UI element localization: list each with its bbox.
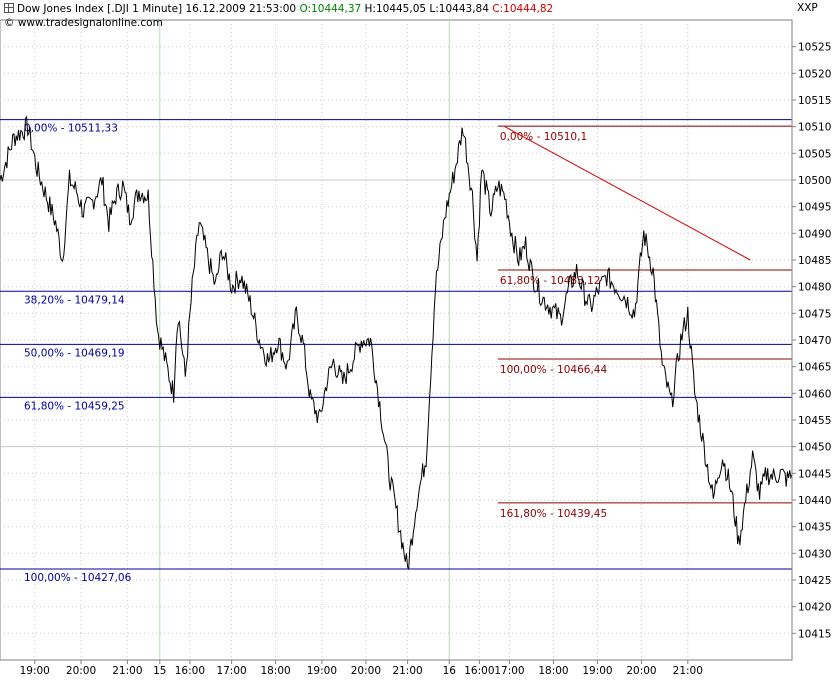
y-tick-label: 10485 (798, 255, 831, 267)
x-tick-label: 19:00 (20, 665, 50, 677)
axis-layer: 10415 10420 10425 10430 10435 10440 10445 10450… (0, 20, 831, 677)
fib-blue-label: 38,20% - 10479,14 (24, 294, 125, 306)
chart-header: Dow Jones Index [.DJI 1 Minute] 16.12.20… (0, 0, 792, 18)
trendline (504, 126, 751, 261)
y-tick-label: 10435 (798, 522, 831, 534)
price-layer (0, 115, 793, 571)
y-tick-label: 10510 (798, 122, 831, 134)
x-tick-label: 20:00 (626, 665, 656, 677)
y-tick-label: 10460 (798, 388, 831, 400)
x-tick-label: 19:00 (582, 665, 612, 677)
x-tick-label: 17:00 (494, 665, 524, 677)
x-tick-label: 19:00 (307, 665, 337, 677)
y-tick-label: 10480 (798, 282, 831, 294)
fib-blue-label: 61,80% - 10459,25 (24, 400, 125, 412)
y-tick-label: 10515 (798, 95, 831, 107)
x-tick-label: 15 (153, 665, 166, 677)
x-tick-label: 20:00 (351, 665, 381, 677)
fib-red-label: 0,00% - 10510,1 (500, 131, 587, 143)
fib-red-label: 161,80% - 10439,45 (500, 508, 607, 520)
high-value: H:10445,05 (364, 3, 427, 15)
corner-label: XXP (797, 2, 818, 14)
y-tick-label: 10430 (798, 548, 831, 560)
source-label: © www.tradesignalonline.com (4, 17, 163, 29)
x-tick-label: 20:00 (66, 665, 96, 677)
x-tick-label: 17:00 (216, 665, 246, 677)
fib-blue-label: 0,00% - 10511,33 (24, 123, 118, 135)
close-value: C:10444,82 (492, 3, 554, 15)
fib-red-label: 100,00% - 10466,44 (500, 364, 608, 376)
x-tick-label: 21:00 (673, 665, 703, 677)
y-tick-label: 10450 (798, 442, 831, 454)
y-tick-label: 10475 (798, 308, 831, 320)
y-tick-label: 10470 (798, 335, 831, 347)
x-tick-label: 18:00 (538, 665, 568, 677)
y-tick-label: 10425 (798, 575, 831, 587)
y-tick-label: 10445 (798, 468, 831, 480)
low-value: L:10443,84 (429, 3, 489, 15)
y-tick-label: 10495 (798, 202, 831, 214)
symbol-label: Dow Jones Index [.DJI 1 Minute] (17, 3, 183, 15)
open-value: O:10444,37 (299, 3, 362, 15)
y-tick-label: 10525 (798, 42, 831, 54)
fibonacci-layer: 0,00% - 10511,33 38,20% - 10479,14 50,00% … (0, 119, 792, 584)
y-tick-label: 10520 (798, 68, 831, 80)
x-tick-label: 18:00 (260, 665, 290, 677)
fib-blue-label: 100,00% - 10427,06 (24, 572, 132, 584)
x-tick-label: 21:00 (112, 665, 142, 677)
fib-blue-label: 50,00% - 10469,19 (24, 347, 125, 359)
price-line (0, 115, 793, 571)
grid-layer (0, 19, 793, 661)
collapse-icon[interactable] (4, 3, 14, 13)
x-tick-label: 16:00 (175, 665, 205, 677)
x-tick-label: 16 (443, 665, 457, 677)
datetime-label: 16.12.2009 21:53:00 (185, 3, 297, 15)
y-tick-label: 10500 (798, 175, 831, 187)
y-tick-label: 10420 (798, 602, 831, 614)
x-tick-label: 16:00 (464, 665, 494, 677)
x-tick-label: 21:00 (392, 665, 422, 677)
y-tick-label: 10440 (798, 495, 831, 507)
y-tick-label: 10490 (798, 228, 831, 240)
y-tick-label: 10415 (798, 628, 831, 640)
y-tick-label: 10505 (798, 148, 831, 160)
fib-red-label: 61,80% - 10483,12 (500, 275, 601, 287)
y-tick-label: 10465 (798, 362, 831, 374)
y-tick-label: 10455 (798, 415, 831, 427)
